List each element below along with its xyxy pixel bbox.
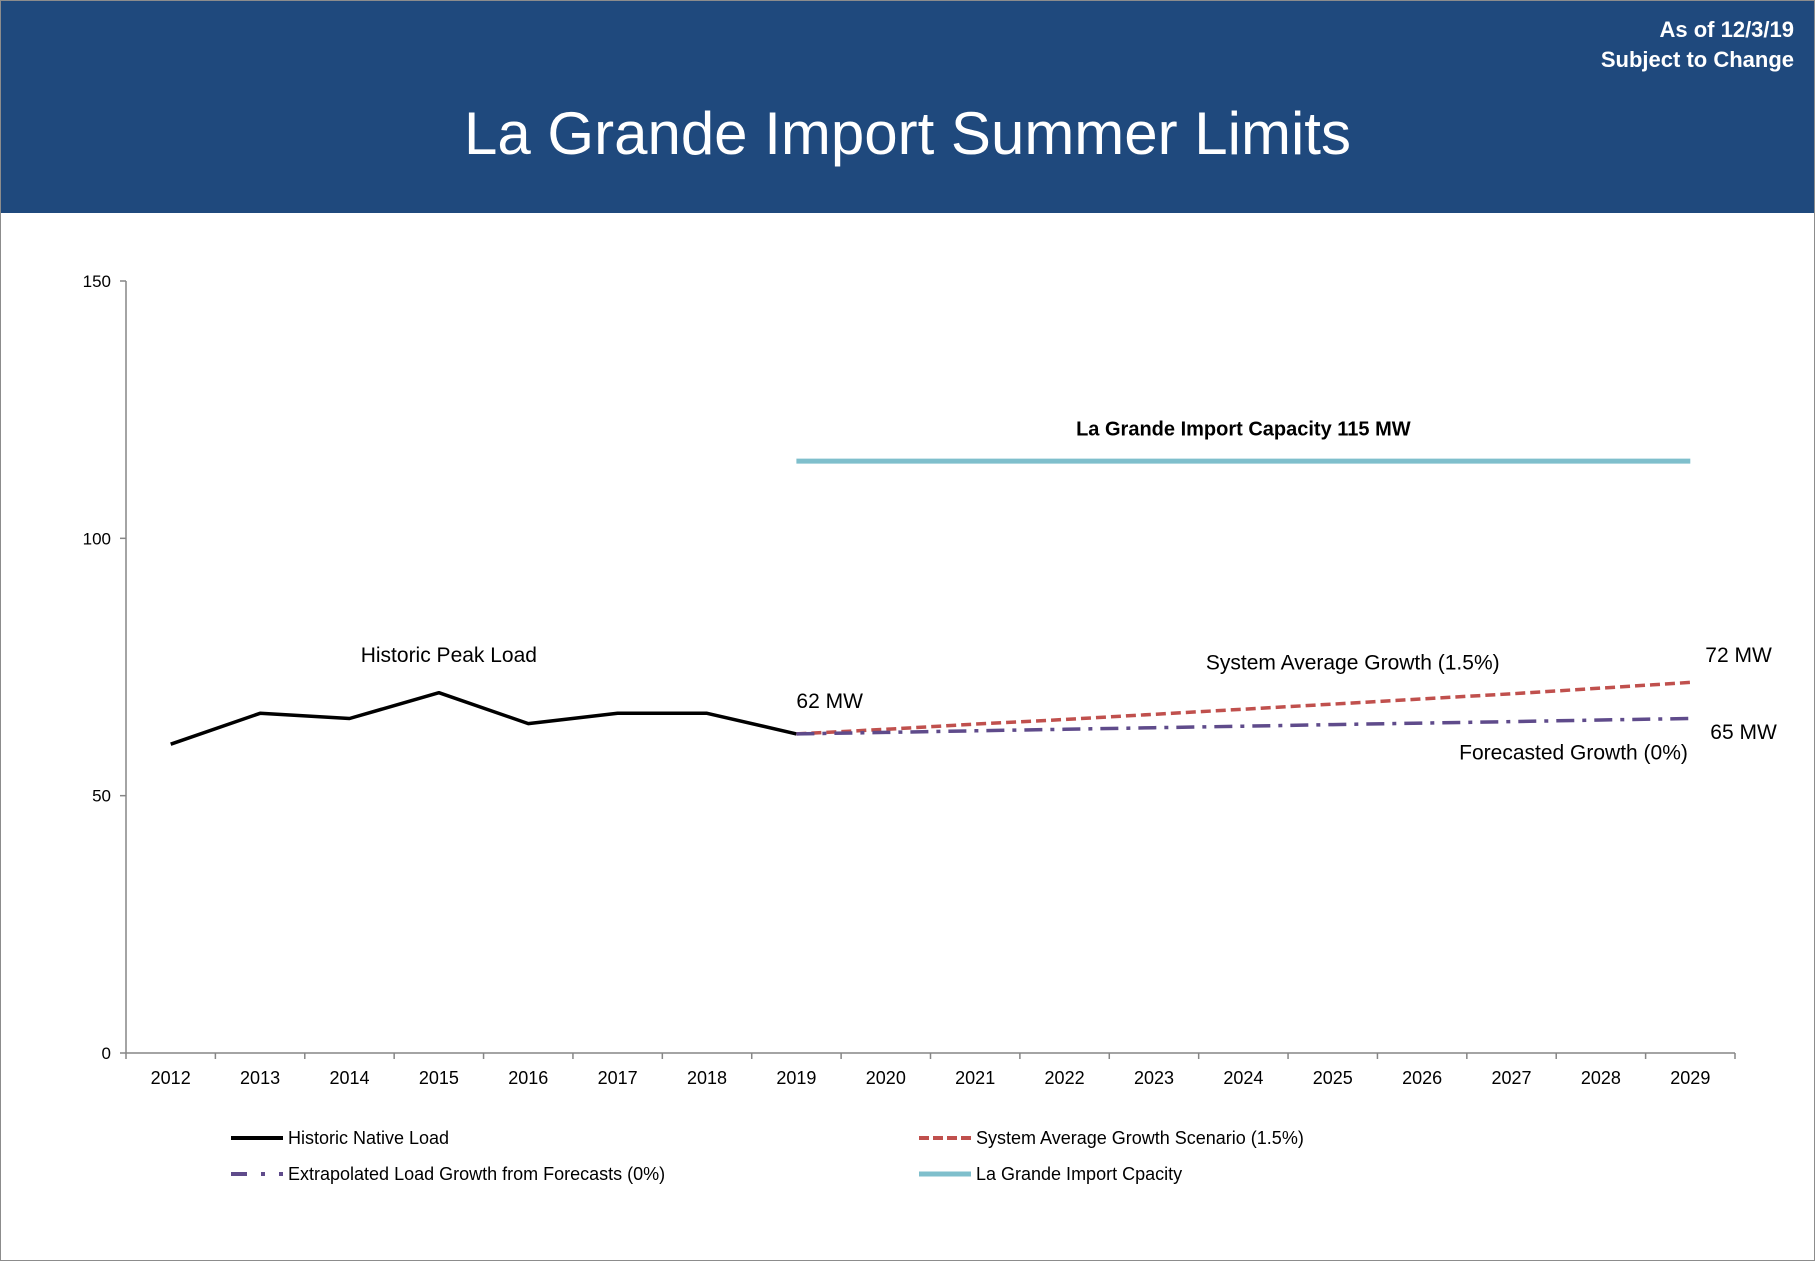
annotation-label: 62 MW — [796, 690, 863, 713]
annotation-label: 65 MW — [1710, 721, 1777, 744]
x-tick-label: 2018 — [687, 1068, 727, 1088]
date-line: As of 12/3/19 — [1659, 17, 1794, 42]
series-line-3 — [796, 716, 1691, 736]
x-tick-label: 2022 — [1045, 1068, 1085, 1088]
y-tick-label: 0 — [102, 1044, 111, 1063]
x-tick-label: 2016 — [508, 1068, 548, 1088]
x-tick-label: 2017 — [598, 1068, 638, 1088]
y-tick-label: 100 — [83, 529, 111, 548]
annotation-label: 72 MW — [1705, 644, 1772, 667]
x-tick-label: 2028 — [1581, 1068, 1621, 1088]
series-line-1 — [170, 690, 797, 746]
x-tick-label: 2014 — [329, 1068, 369, 1088]
x-tick-label: 2024 — [1223, 1068, 1263, 1088]
x-tick-label: 2026 — [1402, 1068, 1442, 1088]
change-note: Subject to Change — [1600, 47, 1794, 72]
page-title: La Grande Import Summer Limits — [464, 100, 1351, 167]
x-tick-label: 2023 — [1134, 1068, 1174, 1088]
annotation-label: System Average Growth (1.5%) — [1206, 652, 1500, 675]
legend-label: Extrapolated Load Growth from Forecasts … — [288, 1164, 665, 1184]
header-banner: As of 12/3/19 Subject to Change La Grand… — [1, 1, 1814, 213]
x-tick-label: 2012 — [151, 1068, 191, 1088]
annotation-label: Forecasted Growth (0%) — [1459, 742, 1688, 765]
annotation-label: Historic Peak Load — [361, 644, 537, 667]
x-tick-label: 2029 — [1670, 1068, 1710, 1088]
x-tick-label: 2025 — [1313, 1068, 1353, 1088]
x-tick-label: 2021 — [955, 1068, 995, 1088]
legend-label: La Grande Import Cpacity — [976, 1164, 1182, 1184]
x-tick-label: 2013 — [240, 1068, 280, 1088]
y-tick-label: 150 — [83, 272, 111, 291]
x-tick-label: 2019 — [776, 1068, 816, 1088]
y-tick-label: 50 — [92, 787, 111, 806]
legend-label: System Average Growth Scenario (1.5%) — [976, 1128, 1304, 1148]
date-stamp: As of 12/3/19 Subject to Change — [1601, 15, 1794, 75]
x-tick-label: 2015 — [419, 1068, 459, 1088]
annotation-label: La Grande Import Capacity 115 MW — [1076, 418, 1411, 440]
x-tick-label: 2020 — [866, 1068, 906, 1088]
legend-label: Historic Native Load — [288, 1128, 449, 1148]
line-chart: 0 50 100 150 2012 2013 2014 2015 2016 2017 2018 201… — [83, 272, 1777, 1184]
x-tick-label: 2027 — [1492, 1068, 1532, 1088]
